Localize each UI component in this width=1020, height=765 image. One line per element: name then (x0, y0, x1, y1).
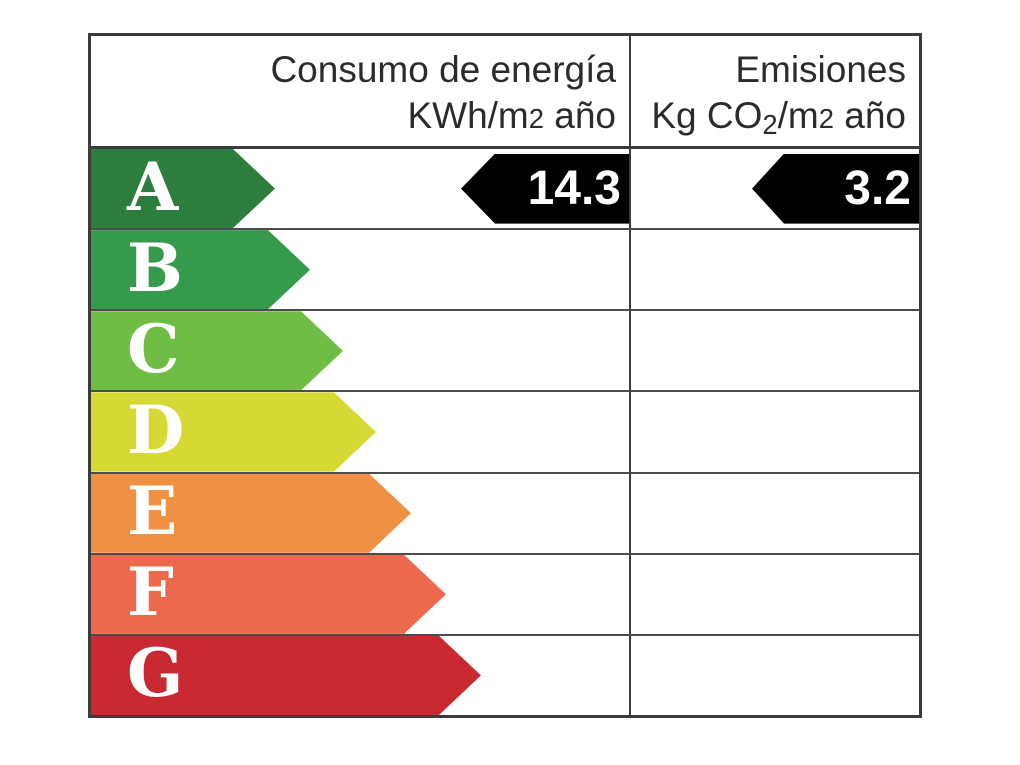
emissions-unit-text: Kg CO (651, 95, 763, 137)
rating-row-g: G (91, 635, 919, 715)
consumption-value: 14.3 (527, 162, 621, 216)
emissions-cell (631, 555, 919, 634)
grade-arrow: E (91, 474, 411, 553)
header-emissions-line2: Kg CO2/m2 año (631, 93, 906, 142)
rating-row-c: C (91, 311, 919, 393)
emissions-cell (631, 636, 919, 715)
grade-arrow: G (91, 636, 481, 715)
consumption-cell: F (91, 554, 631, 634)
rating-table: Consumo de energía KWh/m2 año Emisiones … (88, 33, 922, 718)
grade-letter: F (127, 553, 174, 632)
grade-arrow: B (91, 230, 310, 309)
consumption-unit-text: KWh/m (407, 95, 529, 137)
grade-letter: G (127, 634, 184, 713)
header-consumption: Consumo de energía KWh/m2 año (91, 36, 631, 146)
emissions-cell (631, 474, 919, 553)
grade-letter: A (127, 147, 179, 226)
grade-arrow: D (91, 392, 376, 471)
table-header: Consumo de energía KWh/m2 año Emisiones … (91, 36, 919, 149)
emissions-cell (631, 230, 919, 309)
consumption-value-arrow: 14.3 (461, 153, 629, 224)
consumption-cell: B (91, 230, 631, 310)
header-consumption-line1: Consumo de energía (270, 49, 616, 90)
grade-letter: E (127, 472, 178, 551)
emissions-unit-suffix: año (833, 95, 906, 137)
rating-row-b: B (91, 230, 919, 312)
rating-rows: A 14.3 3.2 B C (91, 149, 919, 715)
emissions-unit-exponent: 2 (818, 103, 834, 135)
grade-arrow: C (91, 311, 343, 390)
rating-row-e: E (91, 473, 919, 555)
rating-row-a: A 14.3 3.2 (91, 149, 919, 231)
consumption-cell: C (91, 311, 631, 391)
emissions-cell (631, 392, 919, 471)
emissions-value: 3.2 (844, 162, 911, 216)
emissions-value-arrow: 3.2 (752, 153, 919, 224)
emissions-cell (631, 311, 919, 390)
header-emissions: Emisiones Kg CO2/m2 año (631, 36, 919, 146)
rating-row-f: F (91, 554, 919, 636)
emissions-cell: 3.2 (631, 149, 919, 228)
header-consumption-line2: KWh/m2 año (91, 93, 616, 139)
consumption-cell: G (91, 635, 631, 715)
grade-arrow: A (91, 149, 275, 228)
grade-arrow: F (91, 555, 446, 634)
co2-subscript: 2 (762, 109, 778, 141)
consumption-unit-suffix: año (543, 95, 616, 137)
consumption-cell: A 14.3 (91, 149, 631, 229)
emissions-unit-mid: /m (777, 95, 819, 137)
header-emissions-line1: Emisiones (735, 49, 906, 90)
consumption-cell: E (91, 473, 631, 553)
consumption-cell: D (91, 392, 631, 472)
rating-row-d: D (91, 392, 919, 474)
consumption-unit-exponent: 2 (528, 103, 544, 135)
grade-letter: D (127, 391, 185, 470)
grade-letter: B (127, 228, 183, 307)
grade-letter: C (127, 309, 180, 388)
